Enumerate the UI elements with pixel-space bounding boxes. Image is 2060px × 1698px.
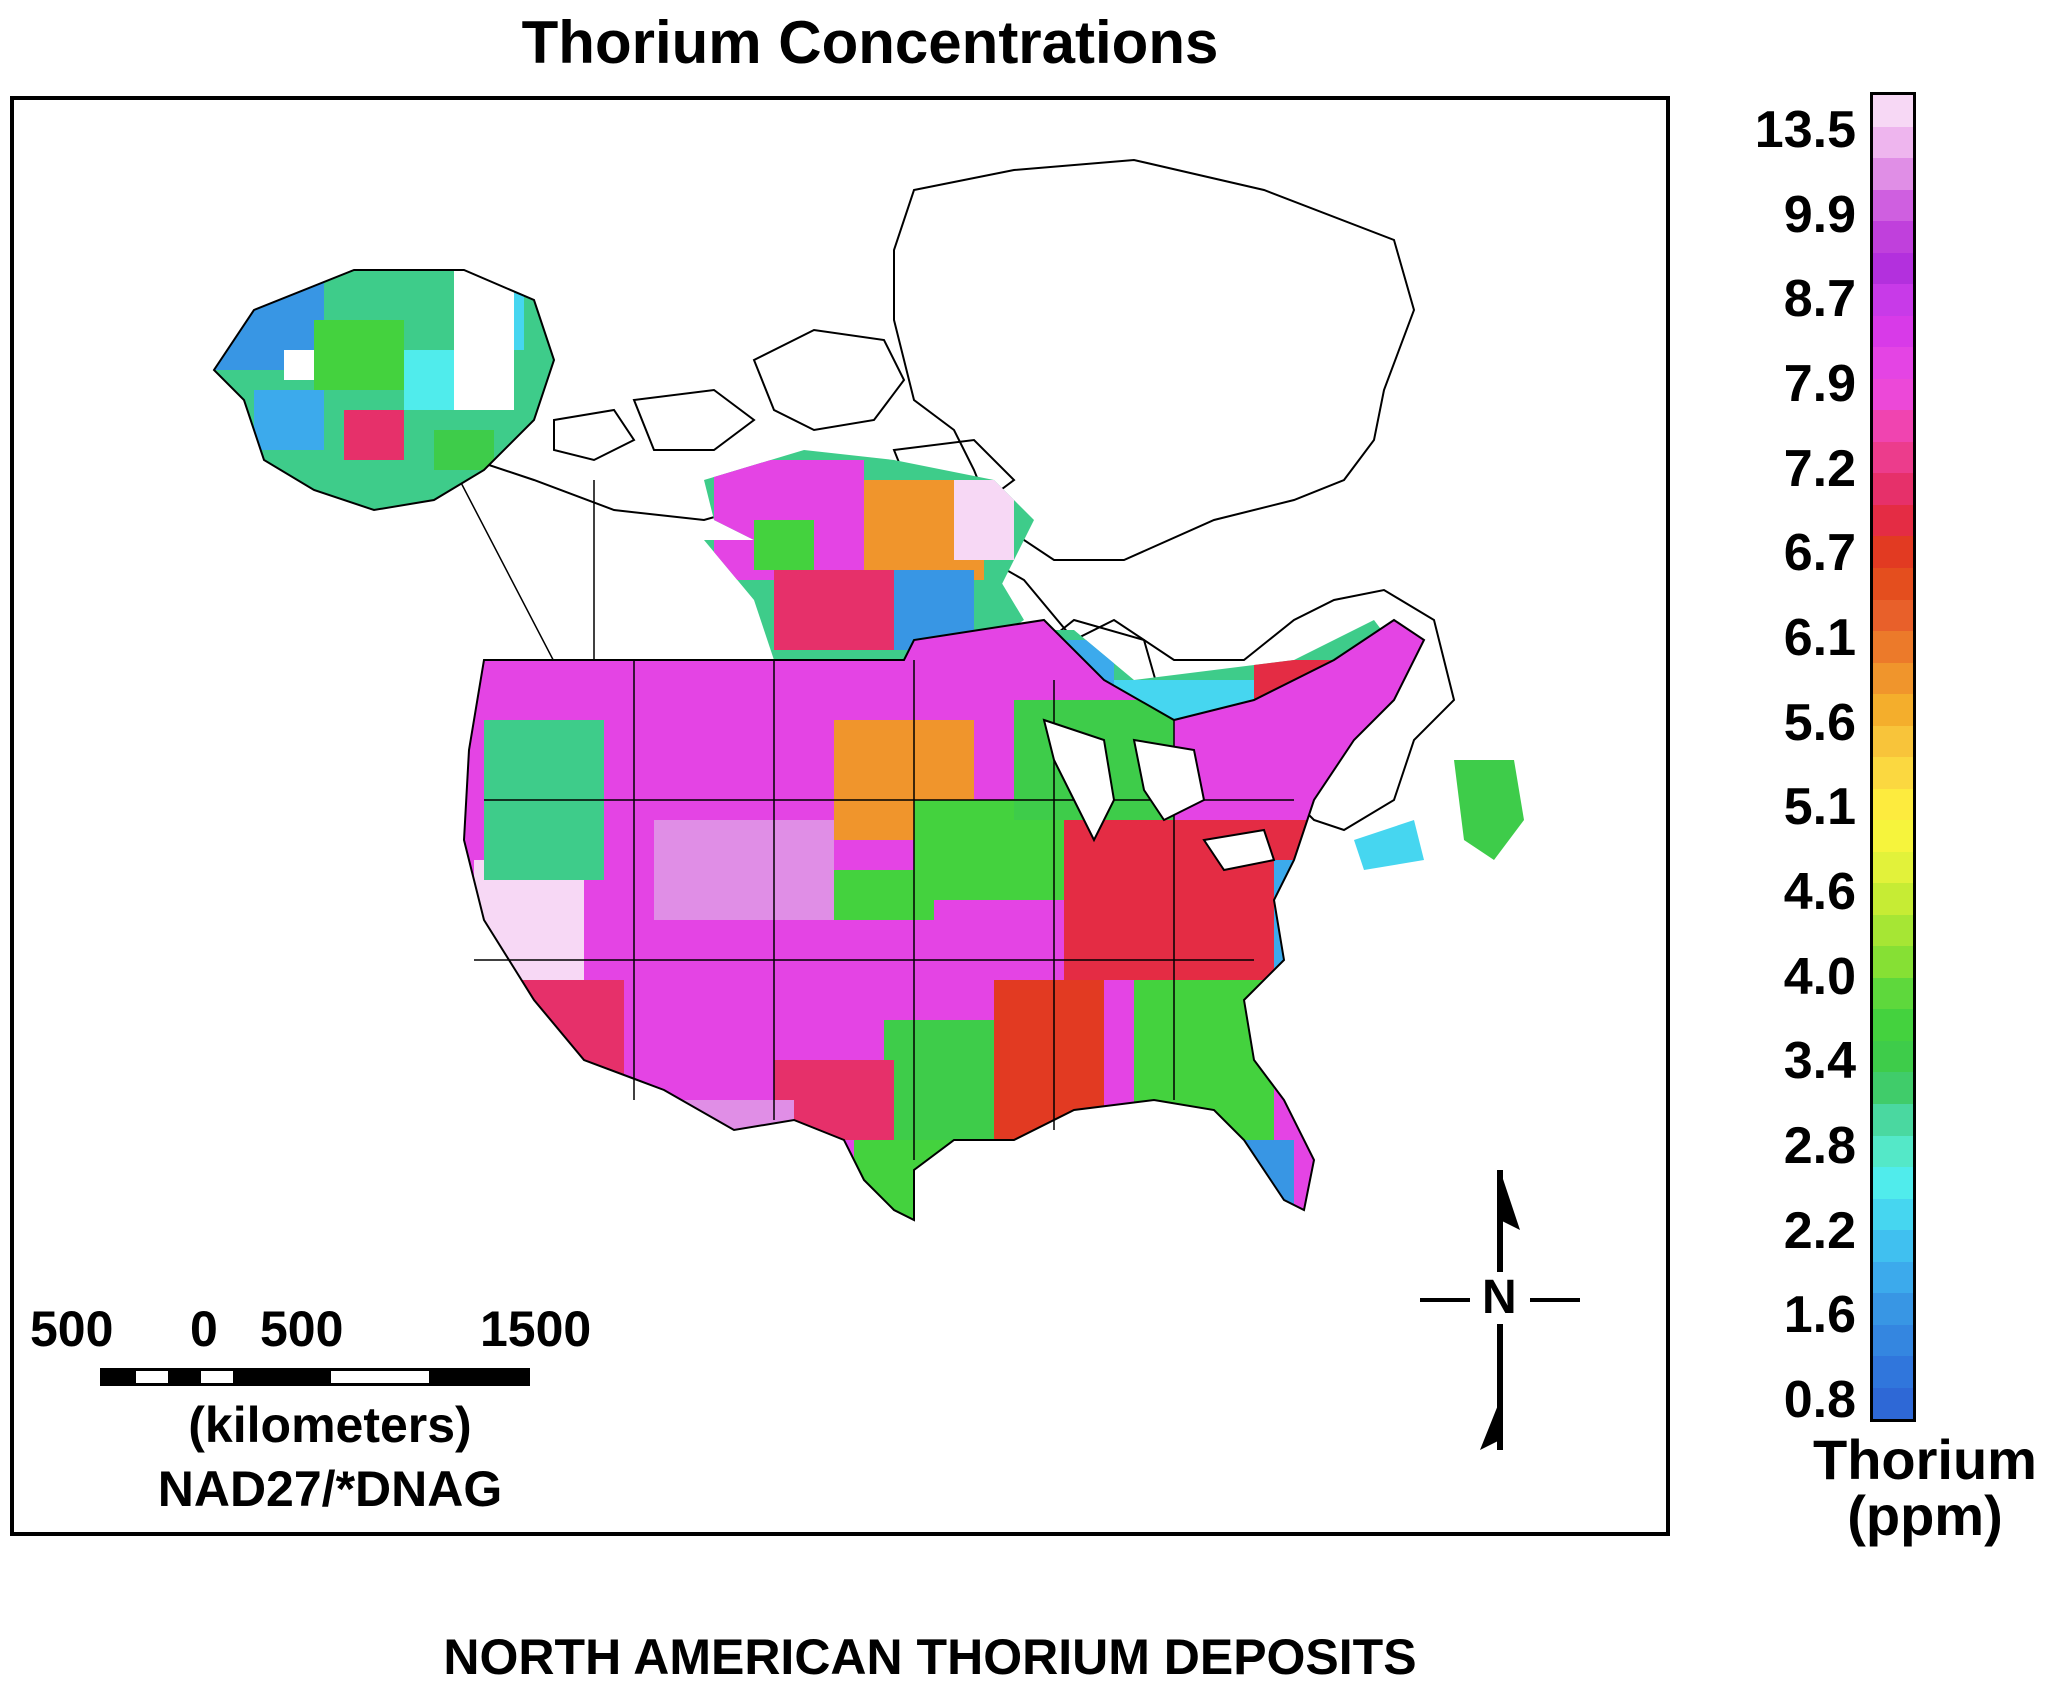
legend-swatch — [1873, 914, 1913, 947]
legend-tick-label: 6.1 — [1783, 609, 1856, 667]
legend-swatch — [1873, 252, 1913, 285]
legend-swatch — [1873, 631, 1913, 663]
arctic-islands-outline — [553, 328, 1016, 512]
legend-swatch — [1873, 1324, 1913, 1357]
legend-swatch — [1873, 977, 1913, 1010]
legend-swatch — [1873, 189, 1913, 222]
greenland-outline — [893, 158, 1416, 561]
legend-color-bar — [1870, 92, 1916, 1422]
footer-caption: NORTH AMERICAN THORIUM DEPOSITS — [443, 1629, 1417, 1685]
legend-tick-label: 5.6 — [1783, 693, 1856, 752]
legend-swatch — [1873, 347, 1913, 379]
legend-swatch — [1873, 1167, 1913, 1199]
legend-tick-label: 8.7 — [1783, 270, 1856, 329]
legend-tick-label: 5.1 — [1783, 778, 1856, 837]
legend-tick-label: 2.2 — [1783, 1201, 1856, 1260]
legend-title-line1: Thorium — [1813, 1428, 2037, 1491]
legend-tick-label: 9.9 — [1783, 185, 1856, 244]
north-america-thorium-map — [212, 158, 1524, 1222]
legend-swatch — [1873, 820, 1913, 852]
legend-swatch — [1873, 1072, 1913, 1104]
state-boundaries — [474, 660, 1294, 1160]
legend-tick-label: 7.9 — [1783, 355, 1856, 413]
scale-label-500-left: 500 — [30, 1301, 114, 1357]
legend-swatch — [1873, 1104, 1913, 1136]
legend-swatch — [1873, 1293, 1913, 1325]
legend-swatch — [1873, 1135, 1913, 1168]
scale-bar: 500 0 500 1500 (kilometers) NAD27/*DNAG — [30, 1300, 630, 1540]
great-lakes — [1042, 718, 1276, 872]
legend-title: Thorium (ppm) — [1790, 1432, 2060, 1544]
legend-swatch — [1873, 599, 1913, 632]
legend-tick-label: 13.5 — [1754, 101, 1856, 159]
legend-swatch — [1873, 504, 1913, 537]
legend-tick-label: 4.6 — [1783, 863, 1856, 921]
map-title: Thorium Concentrations — [521, 9, 1219, 76]
legend-title-line2: (ppm) — [1847, 1484, 2003, 1547]
legend-swatch — [1873, 1356, 1913, 1388]
legend-tick-label: 4.0 — [1783, 947, 1856, 1006]
legend-swatch — [1873, 1198, 1913, 1231]
alaska-coverage — [214, 270, 554, 510]
scale-unit: (kilometers) — [188, 1397, 472, 1453]
legend-swatch — [1873, 410, 1913, 442]
projection-label: NAD27/*DNAG — [157, 1461, 503, 1517]
color-legend: 13.5 9.9 8.7 7.9 7.2 6.7 6.1 5.6 5.1 4.6 4.0 3.4 2.8… — [1720, 92, 2060, 1552]
scale-bar-graphic — [100, 1368, 530, 1386]
legend-tick-label: 0.8 — [1783, 1371, 1856, 1429]
usa-outline — [462, 618, 1426, 1222]
legend-swatch — [1873, 221, 1913, 253]
legend-swatch — [1873, 662, 1913, 695]
alaska-outline — [212, 269, 556, 512]
legend-swatch — [1873, 441, 1913, 474]
legend-swatch — [1873, 788, 1913, 821]
legend-swatch — [1873, 1230, 1913, 1262]
legend-swatch — [1873, 473, 1913, 505]
legend-swatch — [1873, 95, 1913, 127]
legend-swatch — [1873, 1261, 1913, 1294]
legend-swatch — [1873, 378, 1913, 411]
legend-tick-label: 7.2 — [1783, 439, 1856, 498]
legend-swatch — [1873, 851, 1913, 884]
legend-swatch — [1873, 126, 1913, 159]
map-frame — [10, 96, 1670, 1536]
scale-label-500-right: 500 — [260, 1301, 344, 1357]
legend-swatch — [1873, 946, 1913, 978]
legend-swatch — [1873, 694, 1913, 726]
legend-swatch — [1873, 757, 1913, 789]
legend-swatch — [1873, 315, 1913, 348]
legend-swatch — [1873, 725, 1913, 758]
legend-swatch — [1873, 284, 1913, 316]
north-arrow: N — [1410, 1160, 1590, 1460]
legend-swatch — [1873, 567, 1913, 600]
scale-label-0: 0 — [190, 1301, 218, 1357]
legend-tick-label: 6.7 — [1783, 524, 1856, 583]
legend-swatch — [1873, 1040, 1913, 1073]
legend-swatch — [1873, 883, 1913, 915]
scale-label-1500: 1500 — [480, 1301, 592, 1357]
usa-coverage — [464, 620, 1424, 1220]
north-label: N — [1482, 1271, 1517, 1324]
legend-tick-label: 1.6 — [1783, 1286, 1856, 1345]
legend-tick-label: 3.4 — [1783, 1032, 1856, 1091]
newfoundland-patch — [1454, 760, 1524, 860]
legend-swatch — [1873, 1387, 1913, 1420]
labrador-patch — [1354, 820, 1424, 870]
legend-tick-label: 2.8 — [1783, 1117, 1856, 1175]
legend-swatch — [1873, 536, 1913, 568]
legend-swatch — [1873, 158, 1913, 190]
legend-swatch — [1873, 1009, 1913, 1041]
